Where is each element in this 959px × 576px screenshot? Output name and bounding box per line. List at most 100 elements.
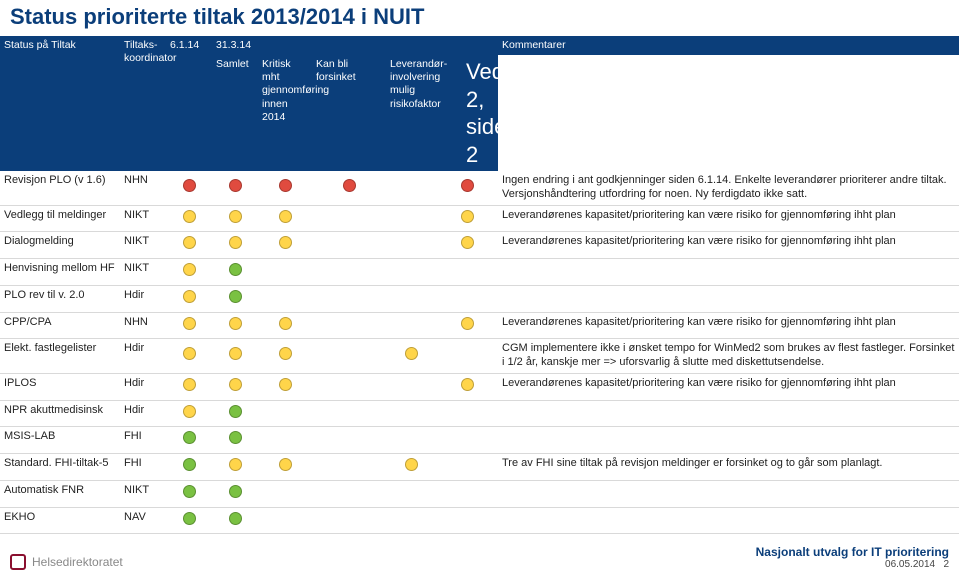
row-comment: Leverandørenes kapasitet/prioritering ka… [498,232,959,259]
status-dot-icon [461,317,474,330]
status-dot-icon [461,179,474,192]
hdr-c2: Kritisk mht gjennomføring innen 2014 [258,55,312,171]
status-dot-cell [166,507,212,534]
status-dot-icon [229,485,242,498]
row-coord: NHN [120,312,166,339]
status-dot-cell [166,205,212,232]
status-dot-cell [312,339,386,374]
row-coord: Hdir [120,285,166,312]
status-dot-icon [229,236,242,249]
row-comment [498,285,959,312]
status-dot-icon [229,405,242,418]
status-dot-cell [258,285,312,312]
status-dot-icon [279,378,292,391]
row-coord: NHN [120,171,166,205]
status-dot-cell [312,232,386,259]
attachment-title: Vedlegg 2, side 2 [436,55,498,171]
row-comment [498,259,959,286]
status-dot-cell [386,339,436,374]
status-dot-cell [166,373,212,400]
status-dot-cell [436,259,498,286]
status-dot-cell [166,259,212,286]
status-dot-cell [212,373,258,400]
row-name: Dialogmelding [0,232,120,259]
status-dot-cell [436,339,498,374]
status-dot-cell [436,232,498,259]
status-dot-cell [436,427,498,454]
status-dot-cell [312,259,386,286]
status-dot-cell [436,205,498,232]
status-dot-cell [312,480,386,507]
status-dot-icon [405,458,418,471]
row-name: Henvisning mellom HF [0,259,120,286]
status-dot-icon [461,378,474,391]
table-row: MSIS-LABFHI [0,427,959,454]
status-dot-cell [436,480,498,507]
status-dot-cell [258,339,312,374]
hdr-c1: Samlet [212,55,258,171]
status-dot-icon [229,431,242,444]
table-row: PLO rev til v. 2.0Hdir [0,285,959,312]
status-dot-icon [229,512,242,525]
status-dot-icon [183,210,196,223]
status-dot-icon [183,179,196,192]
row-name: Vedlegg til meldinger [0,205,120,232]
status-dot-icon [461,236,474,249]
status-dot-cell [436,171,498,205]
status-dot-icon [183,512,196,525]
row-name: Standard. FHI-tiltak-5 [0,454,120,481]
row-coord: FHI [120,427,166,454]
status-dot-cell [258,259,312,286]
status-dot-icon [183,431,196,444]
hdr-coord: Tiltaks-koordinator [120,36,166,171]
status-dot-cell [386,232,436,259]
status-dot-cell [166,312,212,339]
status-dot-cell [312,285,386,312]
status-dot-icon [229,378,242,391]
status-dot-cell [312,507,386,534]
status-dot-cell [386,480,436,507]
status-dot-cell [212,232,258,259]
row-coord: NAV [120,507,166,534]
status-dot-icon [229,290,242,303]
status-dot-cell [386,205,436,232]
status-dot-icon [183,236,196,249]
status-dot-icon [279,210,292,223]
row-coord: Hdir [120,400,166,427]
status-dot-cell [166,454,212,481]
hdr-c4: Leverandør-involvering mulig risikofakto… [386,55,436,171]
status-dot-cell [312,454,386,481]
status-dot-cell [166,427,212,454]
status-dot-icon [279,458,292,471]
status-dot-cell [436,507,498,534]
status-dot-cell [436,312,498,339]
org-logo-icon [10,554,26,570]
footer-nuit: Nasjonalt utvalg for IT prioritering [756,545,949,559]
status-dot-cell [258,400,312,427]
status-dot-icon [343,179,356,192]
row-comment: Leverandørenes kapasitet/prioritering ka… [498,205,959,232]
row-coord: NIKT [120,232,166,259]
status-dot-cell [212,339,258,374]
status-dot-cell [212,427,258,454]
status-dot-icon [183,317,196,330]
status-dot-cell [258,454,312,481]
status-dot-icon [183,347,196,360]
status-dot-cell [386,171,436,205]
row-comment: Leverandørenes kapasitet/prioritering ka… [498,312,959,339]
status-dot-cell [258,373,312,400]
row-comment [498,507,959,534]
row-coord: Hdir [120,373,166,400]
row-comment: Tre av FHI sine tiltak på revisjon meldi… [498,454,959,481]
status-dot-cell [212,400,258,427]
status-dot-cell [386,507,436,534]
row-name: EKHO [0,507,120,534]
status-dot-cell [212,480,258,507]
status-dot-cell [212,171,258,205]
status-dot-cell [436,454,498,481]
row-comment [498,480,959,507]
hdr-d2: 31.3.14 [212,36,498,55]
status-dot-icon [229,210,242,223]
status-dot-icon [229,263,242,276]
row-name: Automatisk FNR [0,480,120,507]
